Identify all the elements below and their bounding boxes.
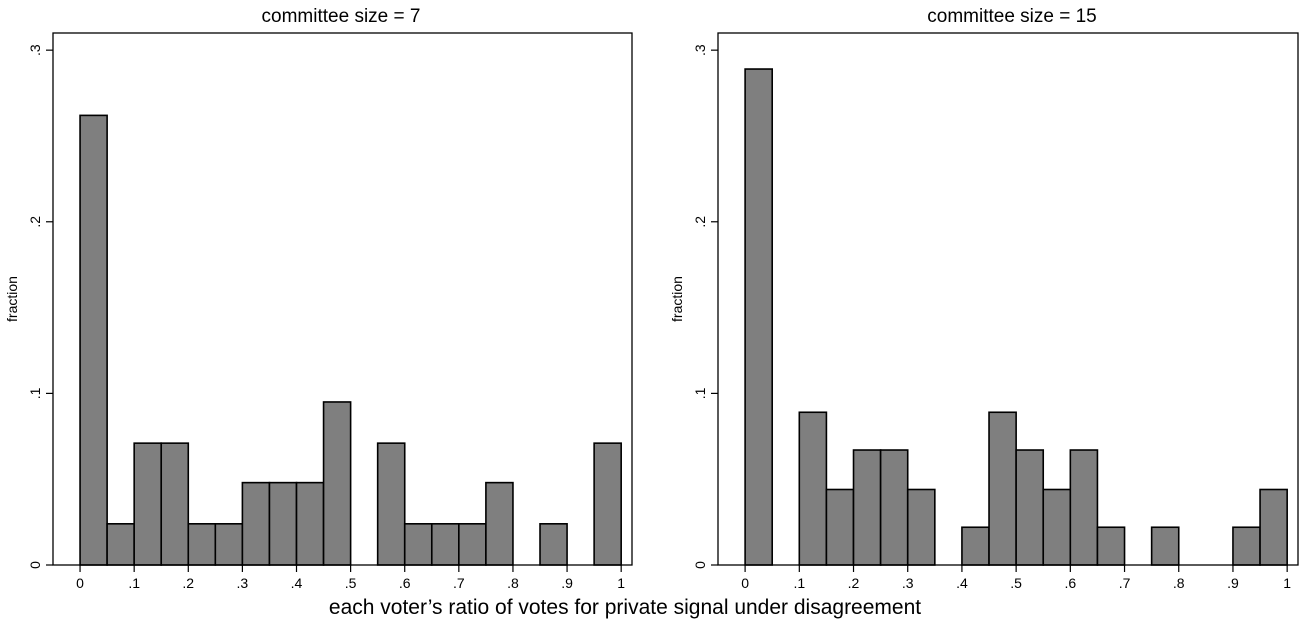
x-tick-label: .1 — [128, 575, 140, 591]
x-tick-label: .4 — [291, 575, 303, 591]
x-tick-label: .2 — [182, 575, 194, 591]
y-axis-label: fraction — [669, 276, 685, 322]
histogram-bar — [906, 488, 936, 566]
x-tick-label: .7 — [453, 575, 465, 591]
x-tick-label: .6 — [399, 575, 411, 591]
x-tick-label: .2 — [848, 575, 860, 591]
histogram-bar — [1150, 526, 1180, 566]
y-tick-label: .2 — [27, 216, 43, 228]
y-axis-label: fraction — [4, 276, 20, 322]
y-tick-label: 0 — [27, 561, 43, 569]
histogram-bar — [485, 481, 514, 566]
x-axis-label: each voter’s ratio of votes for private … — [329, 596, 921, 619]
histogram-bar — [241, 481, 271, 566]
histogram-bar — [1096, 526, 1126, 566]
histogram-bar — [1232, 526, 1261, 566]
x-tick-label: 1 — [1283, 575, 1291, 591]
histogram-bar — [852, 449, 882, 566]
x-tick-label: .5 — [1010, 575, 1022, 591]
x-tick-label: 0 — [741, 575, 749, 591]
histogram-bar — [539, 523, 568, 566]
y-tick-label: .1 — [27, 387, 43, 399]
histogram-bar — [825, 488, 855, 566]
histogram-bar — [798, 411, 828, 566]
panel-committee-size-15: 0 .1 .2 .3 .4 .5 .6 .7 .8 .9 1 0 .1 .2 .3 fraction commi… — [669, 6, 1299, 591]
histogram-bar — [295, 481, 325, 566]
histogram-bar — [214, 523, 244, 566]
x-tick-label: .7 — [1119, 575, 1131, 591]
histogram-bar — [1069, 449, 1099, 566]
histogram-bar — [403, 523, 433, 566]
histogram-bar — [1259, 488, 1288, 566]
histogram-bar — [879, 449, 909, 566]
plot-frame — [717, 32, 1299, 566]
x-tick-label: .3 — [237, 575, 249, 591]
x-tick-label: .8 — [507, 575, 519, 591]
x-tick-label: .1 — [793, 575, 805, 591]
histogram-bar — [106, 523, 135, 566]
histogram-bar — [376, 442, 406, 566]
histogram-bar — [430, 523, 460, 566]
x-tick-label: .6 — [1064, 575, 1076, 591]
histogram-bar — [988, 411, 1017, 566]
x-tick-label: .4 — [956, 575, 968, 591]
x-tick-label: .9 — [561, 575, 573, 591]
y-tick-label: .3 — [27, 44, 43, 56]
plot-frame — [52, 32, 633, 566]
histogram-bar — [187, 523, 217, 566]
histogram-bar — [1015, 449, 1045, 566]
panel-title: committee size = 15 — [927, 6, 1097, 27]
panel-title: committee size = 7 — [262, 6, 421, 27]
x-tick-label: .3 — [902, 575, 914, 591]
y-tick-label: 0 — [692, 561, 708, 569]
panel-committee-size-7: 0 .1 .2 .3 .4 .5 .6 .7 .8 .9 1 0 .1 .2 .3 fraction commi… — [4, 6, 633, 591]
histogram-bar — [79, 114, 108, 566]
y-tick-label: .3 — [692, 44, 708, 56]
histogram-bar — [744, 68, 774, 566]
histogram-bar — [961, 526, 990, 566]
x-tick-label: .8 — [1173, 575, 1185, 591]
x-tick-label: .5 — [345, 575, 357, 591]
y-tick-label: .2 — [692, 216, 708, 228]
histogram-bar — [593, 442, 622, 566]
y-tick-label: .1 — [692, 387, 708, 399]
x-tick-label: 0 — [76, 575, 84, 591]
x-tick-label: 1 — [617, 575, 625, 591]
histogram-bar — [322, 401, 352, 566]
histogram-bar — [268, 481, 298, 566]
histogram-bar — [160, 442, 190, 566]
x-tick-label: .9 — [1227, 575, 1239, 591]
histogram-bar — [1042, 488, 1072, 566]
histogram-bar — [458, 523, 487, 566]
histogram-bar — [133, 442, 163, 566]
